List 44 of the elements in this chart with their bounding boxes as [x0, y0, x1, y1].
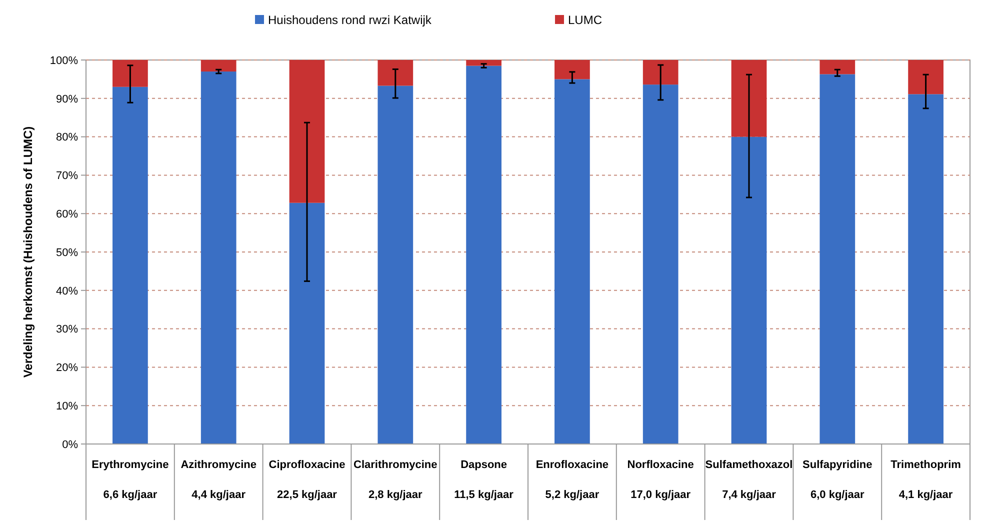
y-tick-label: 80% [56, 132, 78, 144]
category-label: Clarithromycine 2,8 kg/jaar [354, 459, 438, 501]
y-tick-label: 90% [56, 93, 78, 106]
y-tick-label: 50% [56, 246, 78, 259]
bar [731, 136, 767, 444]
bar [466, 60, 502, 66]
category-label: Trimethoprim 4,1 kg/jaar [890, 459, 961, 501]
category-label: Norfloxacine 17,0 kg/jaar [627, 459, 694, 501]
y-tick-label: 30% [56, 324, 78, 336]
legend-label: LUMC [568, 13, 602, 27]
bar [112, 60, 148, 87]
bar [642, 60, 678, 85]
bar [908, 94, 944, 444]
category-label: Sulfapyridine 6,0 kg/jaar [802, 459, 872, 501]
y-tick-label: 40% [56, 285, 78, 298]
y-tick-label: 0% [62, 438, 78, 451]
bar [200, 72, 236, 444]
bar [289, 60, 325, 203]
bar [466, 66, 502, 444]
bar [289, 202, 325, 444]
category-label: Ciprofloxacine 22,5 kg/jaar [268, 459, 346, 501]
y-tick-label: 10% [56, 400, 78, 412]
category-label: Dapsone 11,5 kg/jaar [454, 459, 514, 501]
y-tick-label: 20% [56, 362, 78, 374]
bar [554, 79, 590, 444]
bar [731, 60, 767, 137]
y-tick-label: 70% [56, 170, 78, 182]
bar [820, 60, 856, 74]
y-tick-label: 100% [50, 54, 78, 67]
bar [378, 60, 414, 86]
bar [200, 60, 236, 72]
bar [820, 74, 856, 444]
category-label: Enrofloxacine 5,2 kg/jaar [536, 459, 609, 501]
bar [908, 60, 944, 94]
bar [112, 86, 148, 444]
legend-label: Huishoudens rond rwzi Katwijk [268, 13, 432, 27]
category-label: Erythromycine 6,6 kg/jaar [92, 459, 169, 501]
category-label: Sulfamethoxazol 7,4 kg/jaar [705, 459, 793, 501]
y-tick-label: 60% [56, 208, 78, 220]
bar [554, 60, 590, 80]
y-axis-title: Verdeling herkomst (Huishoudens of LUMC) [21, 126, 35, 378]
bar [378, 86, 414, 444]
bar [642, 84, 678, 444]
category-label: Azithromycine 4,4 kg/jaar [180, 459, 256, 501]
